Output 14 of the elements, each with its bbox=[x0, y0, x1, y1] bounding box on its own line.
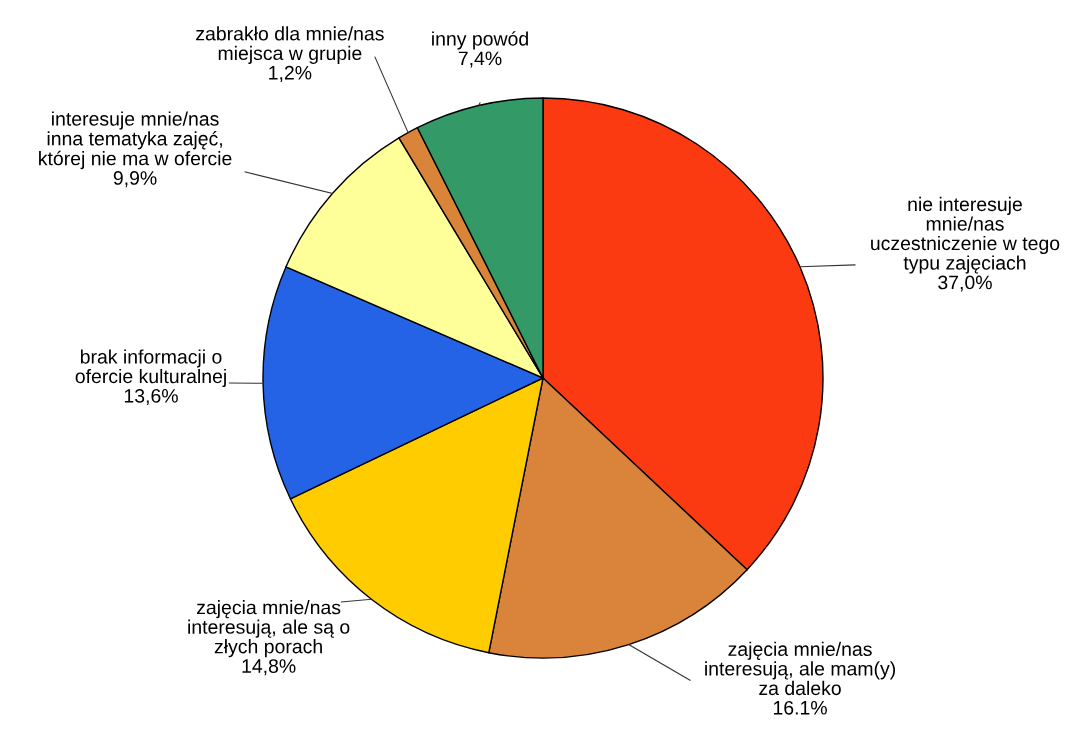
data-label: 37,0% bbox=[938, 275, 992, 292]
slice-label: inny powód bbox=[432, 31, 528, 50]
data-label: 13,6% bbox=[124, 388, 178, 406]
data-label: 7,4% bbox=[458, 51, 502, 68]
data-label: 16.1% bbox=[773, 700, 827, 715]
slice-label: zabrakło dla mnie/nas miejsca w grupie bbox=[196, 26, 384, 64]
slice-label: zajęcia mnie/nas interesują, ale mam(y) za daleko bbox=[705, 641, 896, 696]
data-label: 9,9% bbox=[113, 171, 157, 188]
data-label: 14,8% bbox=[242, 659, 296, 676]
slice-label: interesuje mnie/nas inna tematyka zajęć, której nie ma w ofercie bbox=[39, 111, 232, 170]
slice-label: zajęcia mnie/nas interesują, ale są o złych porach bbox=[188, 600, 350, 658]
data-label: 1,2% bbox=[269, 65, 312, 82]
slice-label: nie interesuje mnie/nas uczestniczenie w tego typu zajęciach bbox=[871, 196, 1060, 274]
slice-label: brak informacji o ofercie kulturalnej bbox=[75, 349, 226, 388]
